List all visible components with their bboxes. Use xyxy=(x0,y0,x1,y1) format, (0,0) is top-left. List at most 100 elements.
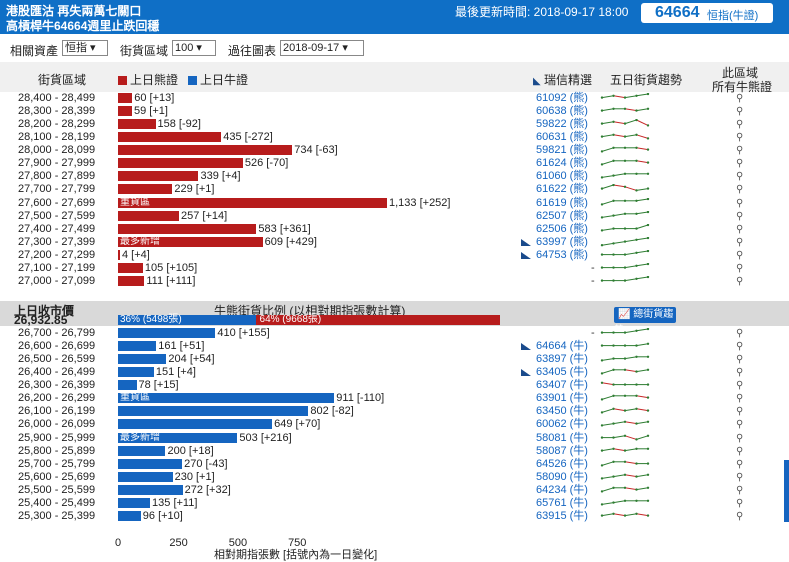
bear-bar[interactable] xyxy=(118,249,120,260)
warrant-code-link[interactable]: 60638 (熊) xyxy=(536,105,588,118)
five-day-trend[interactable] xyxy=(600,184,650,198)
search-icon[interactable]: ⚲ xyxy=(736,510,744,522)
trend-sparkline[interactable] xyxy=(600,145,650,156)
search-icon[interactable]: ⚲ xyxy=(736,471,744,483)
warrant-code-link[interactable]: 63901 (牛) xyxy=(536,392,588,405)
search-icon[interactable]: ⚲ xyxy=(736,380,744,392)
trend-sparkline[interactable] xyxy=(600,275,650,287)
five-day-trend[interactable] xyxy=(600,118,650,133)
five-day-trend[interactable] xyxy=(600,145,650,159)
warrant-code-link[interactable]: 63407 (牛) xyxy=(536,379,588,392)
five-day-trend[interactable] xyxy=(600,459,650,473)
five-day-trend[interactable] xyxy=(600,249,650,264)
trend-sparkline[interactable] xyxy=(600,419,650,430)
trend-sparkline[interactable] xyxy=(600,171,650,182)
search-icon[interactable]: ⚲ xyxy=(736,484,744,496)
date-select[interactable]: 2018-09-17 ▾ xyxy=(280,40,364,56)
five-day-trend[interactable] xyxy=(600,485,650,499)
warrant-code-link[interactable]: 64753 (熊) xyxy=(536,248,588,261)
bull-bar[interactable] xyxy=(118,341,157,352)
bear-bar[interactable] xyxy=(118,106,132,117)
trend-sparkline[interactable] xyxy=(600,498,650,509)
search-icon[interactable]: ⚲ xyxy=(736,249,744,261)
search-icon[interactable]: ⚲ xyxy=(736,93,744,104)
search-icon[interactable]: ⚲ xyxy=(736,393,744,405)
search-icon[interactable]: ⚲ xyxy=(736,145,744,157)
warrant-code-link[interactable]: 63915 (牛) xyxy=(536,509,588,522)
search-icon[interactable]: ⚲ xyxy=(736,341,744,353)
bull-bar[interactable] xyxy=(118,484,183,495)
warrant-code-link[interactable]: 58090 (牛) xyxy=(536,470,588,483)
search-icon[interactable]: ⚲ xyxy=(736,432,744,444)
warrant-code-link[interactable]: 58087 (牛) xyxy=(536,444,588,457)
trend-sparkline[interactable] xyxy=(600,210,650,222)
five-day-trend[interactable] xyxy=(600,197,650,212)
warrant-code-link[interactable]: 61619 (熊) xyxy=(536,196,588,209)
trend-sparkline[interactable] xyxy=(600,132,650,143)
bear-bar[interactable]: 最多新增 xyxy=(118,236,263,247)
search-icon[interactable]: ⚲ xyxy=(736,445,744,457)
bear-bar[interactable] xyxy=(118,210,180,221)
warrant-code-link[interactable]: 63405 (牛) xyxy=(536,366,588,379)
trend-sparkline[interactable] xyxy=(600,367,650,378)
five-day-trend[interactable] xyxy=(600,393,650,407)
warrant-code-link[interactable]: 64234 (牛) xyxy=(536,483,588,496)
search-icon[interactable]: ⚲ xyxy=(736,419,744,431)
bull-bar[interactable] xyxy=(118,380,137,391)
trend-sparkline[interactable] xyxy=(600,249,650,261)
bull-bar[interactable] xyxy=(118,510,141,521)
five-day-trend[interactable] xyxy=(600,498,650,512)
trend-sparkline[interactable] xyxy=(600,472,650,483)
trend-sparkline[interactable] xyxy=(600,184,650,195)
bear-bar[interactable] xyxy=(118,158,243,169)
bull-bar[interactable]: 最多新增 xyxy=(118,432,238,443)
search-icon[interactable]: ⚲ xyxy=(736,158,744,170)
five-day-trend[interactable] xyxy=(600,210,650,225)
bull-bar[interactable] xyxy=(118,354,167,365)
bull-bar[interactable]: 重貨區 xyxy=(118,393,335,404)
warrant-code-link[interactable]: 62506 (熊) xyxy=(536,222,588,235)
trend-sparkline[interactable] xyxy=(600,511,650,522)
search-icon[interactable]: ⚲ xyxy=(736,275,744,287)
search-icon[interactable]: ⚲ xyxy=(736,119,744,131)
search-icon[interactable]: ⚲ xyxy=(736,210,744,222)
bear-bar[interactable] xyxy=(118,262,143,273)
search-icon[interactable]: ⚲ xyxy=(736,262,744,274)
warrant-code-link[interactable]: 63997 (熊) xyxy=(536,235,588,248)
search-icon[interactable]: ⚲ xyxy=(736,367,744,379)
bear-bar[interactable] xyxy=(118,275,145,286)
trend-sparkline[interactable] xyxy=(600,158,650,169)
headline-line1[interactable]: 港股匯沽 再失兩萬七關口 xyxy=(6,4,142,18)
search-icon[interactable]: ⚲ xyxy=(736,223,744,235)
warrant-code-link[interactable]: 63897 (牛) xyxy=(536,353,588,366)
five-day-trend[interactable] xyxy=(600,92,650,107)
warrant-code-link[interactable]: 61060 (熊) xyxy=(536,170,588,183)
five-day-trend[interactable] xyxy=(600,341,650,355)
warrant-code-link[interactable]: 59822 (熊) xyxy=(536,118,588,131)
warrant-code-link[interactable]: 64664 (牛) xyxy=(536,340,588,353)
bear-bar[interactable] xyxy=(118,171,199,182)
search-icon[interactable]: ⚲ xyxy=(736,328,744,339)
warrant-code-link[interactable]: 65761 (牛) xyxy=(536,496,588,509)
five-day-trend[interactable] xyxy=(600,236,650,251)
bear-bar[interactable]: 重貨區 xyxy=(118,197,387,208)
bear-bar[interactable] xyxy=(118,119,156,130)
search-icon[interactable]: ⚲ xyxy=(736,236,744,248)
trend-sparkline[interactable] xyxy=(600,92,650,104)
warrant-code-link[interactable]: 64526 (牛) xyxy=(536,457,588,470)
bull-bar[interactable] xyxy=(118,471,173,482)
bull-bar[interactable] xyxy=(118,497,151,508)
search-icon[interactable]: ⚲ xyxy=(736,354,744,366)
trend-sparkline[interactable] xyxy=(600,327,650,339)
search-icon[interactable]: ⚲ xyxy=(736,132,744,144)
five-day-trend[interactable] xyxy=(600,354,650,368)
total-trend-button[interactable]: 📈 總街貨趨勢 xyxy=(614,307,676,336)
trend-sparkline[interactable] xyxy=(600,446,650,457)
bear-bar[interactable] xyxy=(118,184,173,195)
trend-sparkline[interactable] xyxy=(600,223,650,235)
trend-sparkline[interactable] xyxy=(600,459,650,470)
five-day-trend[interactable] xyxy=(600,380,650,394)
trend-sparkline[interactable] xyxy=(600,380,650,391)
trend-sparkline[interactable] xyxy=(600,118,650,130)
five-day-trend[interactable] xyxy=(600,223,650,238)
